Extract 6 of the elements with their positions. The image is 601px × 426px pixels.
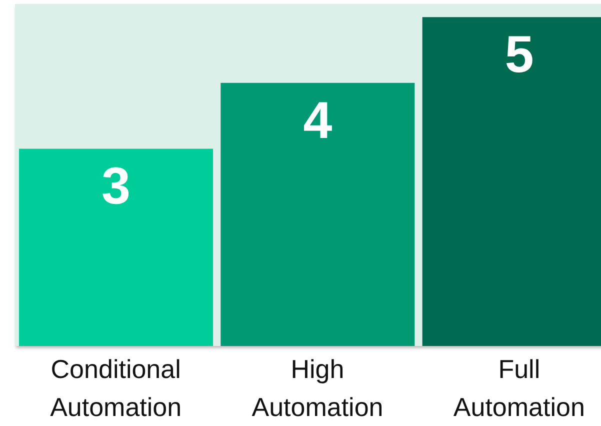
x-tick-label: High Automation [252,354,384,422]
data-label: 4 [303,92,332,150]
x-tick-label: Conditional Automation [50,354,182,422]
data-label: 5 [504,26,534,84]
x-tick-label: Full Automation [453,354,585,422]
data-label: 3 [102,158,130,216]
